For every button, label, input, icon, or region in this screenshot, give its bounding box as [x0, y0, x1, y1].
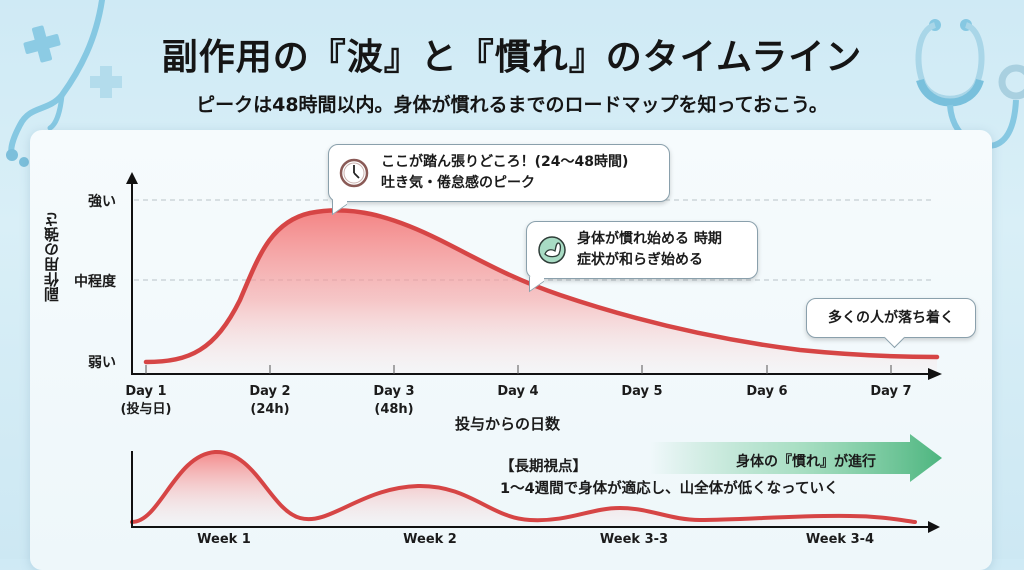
x-tick: Day 1 (投与日) [120, 384, 172, 417]
x-tick: Day 2 (24h) [249, 384, 291, 417]
weekly-curve [130, 449, 917, 524]
x-tick: Day 5 [621, 384, 663, 399]
x-tick: Day 7 [870, 384, 912, 399]
x-axis-title: 投与からの日数 [455, 415, 561, 433]
medical-cross-icon [23, 25, 61, 63]
week-tick: Week 2 [403, 532, 457, 547]
stethoscope-right-icon [915, 19, 1024, 149]
clock-icon [339, 158, 369, 188]
x-axis-arrow-icon [928, 368, 942, 380]
callout-adaptation: 身体が慣れ始める 時期 症状が和らぎ始める [526, 221, 758, 293]
week-tick: Week 3-3 [599, 532, 669, 547]
side-effect-curve [143, 208, 940, 365]
page-title: 副作用の『波』と『慣れ』のタイムライン [161, 37, 863, 78]
adaptation-arrow [650, 434, 942, 482]
callout-peak: ここが踏ん張りどころ！(24〜48時間) 吐き気・倦怠感のピーク [328, 144, 670, 216]
y-tick-moderate: 中程度 [74, 274, 116, 290]
y-tick-weak: 弱い [88, 355, 116, 371]
page-subtitle: ピークは48時間以内。身体が慣れるまでのロードマップを知っておこう。 [196, 94, 828, 116]
callout-settle: 多くの人が落ち着く [806, 298, 976, 349]
weekly-x-axis-arrow-icon [928, 521, 940, 533]
y-axis-arrow-icon [126, 172, 138, 184]
long-term-note: 【長期視点】 1〜4週間で身体が適応し、山全体が低くなっていく [500, 459, 839, 497]
x-tick: Day 3 (48h) [373, 384, 415, 417]
y-axis-title: 副作用の強さ [43, 212, 61, 302]
medical-cross-icon [90, 66, 122, 98]
flexed-arm-icon [538, 236, 566, 264]
stethoscope-left-icon [6, 0, 105, 167]
x-tick: Day 6 [746, 384, 788, 399]
x-tick: Day 4 [497, 384, 539, 399]
week-tick: Week 1 [197, 532, 251, 547]
side-effect-area [146, 210, 937, 373]
weekly-area [132, 451, 915, 527]
y-tick-strong: 強い [88, 194, 116, 210]
adaptation-arrow-label: 身体の『慣れ』が進行 [736, 454, 876, 470]
week-tick: Week 3-4 [805, 532, 875, 547]
